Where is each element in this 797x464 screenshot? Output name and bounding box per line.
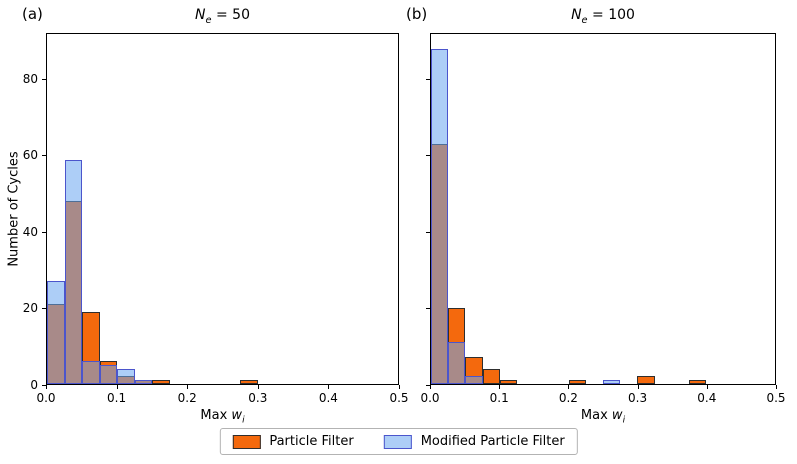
- histogram-bar-modified-particle-filter: [99, 364, 118, 384]
- x-axis-ticks-a: 0.0 0.1 0.2 0.3 0.4 0.5: [36, 385, 409, 409]
- panel-label-a: (a): [22, 5, 43, 23]
- x-tick-mark: [776, 385, 777, 389]
- x-axis-label-a: Max wi: [46, 408, 399, 426]
- histogram-bar-particle-filter: [568, 380, 586, 384]
- y-tick-mark: [426, 385, 430, 386]
- x-tick-mark: [399, 385, 400, 389]
- panel-b: (b) Ne = 100 0.0 0.1 0.2 0.3 0.4 0.5 Max wi: [406, 5, 786, 426]
- y-tick-label: 20: [22, 301, 38, 316]
- histogram-bar-modified-particle-filter: [117, 368, 135, 384]
- x-tick-mark: [46, 385, 47, 389]
- legend-swatch-modified-particle-filter: [383, 434, 412, 449]
- x-label-variable: w: [231, 408, 243, 423]
- x-label-subscript: i: [242, 415, 245, 426]
- y-tick-mark: [42, 155, 46, 157]
- x-label-subscript: i: [622, 415, 626, 426]
- x-tick-label: 0.0: [420, 391, 440, 405]
- histogram-bar-particle-filter: [499, 380, 517, 384]
- histogram-bar-particle-filter: [637, 376, 655, 384]
- x-tick-label: 0.5: [766, 391, 786, 405]
- x-tick-label: 0.5: [389, 391, 409, 405]
- y-tick-label: 40: [22, 224, 38, 239]
- y-axis-ticks-a: 0 20 40 60 80: [12, 33, 46, 392]
- y-tick-mark: [426, 155, 430, 157]
- x-label-text: Max: [580, 408, 608, 423]
- legend-swatch-particle-filter: [232, 434, 261, 449]
- histogram-bar-particle-filter: [152, 380, 170, 384]
- y-tick-mark: [426, 308, 430, 310]
- y-tick-mark: [426, 78, 430, 80]
- legend-item-modified-particle-filter: Modified Particle Filter: [383, 434, 565, 449]
- y-tick-label: 80: [22, 71, 38, 86]
- x-axis-ticks-b: 0.0 0.1 0.2 0.3 0.4 0.5: [420, 385, 786, 409]
- y-tick-label: 0: [30, 378, 38, 392]
- x-tick-label: 0.3: [248, 391, 268, 405]
- y-tick-mark: [42, 308, 46, 310]
- histogram-bar-modified-particle-filter: [64, 159, 83, 384]
- panel-label-b: (b): [406, 5, 428, 23]
- x-tick-label: 0.2: [177, 391, 197, 405]
- legend-item-particle-filter: Particle Filter: [232, 434, 354, 449]
- x-tick-mark: [257, 385, 259, 389]
- x-tick-label: 0.2: [558, 391, 578, 405]
- y-tick-mark: [426, 231, 430, 233]
- x-tick-label: 0.0: [36, 391, 56, 405]
- x-tick-label: 0.4: [697, 391, 717, 405]
- x-label-variable: w: [611, 408, 623, 423]
- histogram-bar-modified-particle-filter: [134, 380, 153, 384]
- x-tick-mark: [328, 385, 330, 389]
- x-tick-label: 0.4: [318, 391, 338, 405]
- histogram-bar-particle-filter: [240, 380, 258, 384]
- title-subscript: e: [205, 15, 212, 26]
- legend-label-particle-filter: Particle Filter: [269, 434, 354, 449]
- x-label-text: Max: [200, 408, 228, 423]
- y-tick-mark: [42, 231, 46, 233]
- legend: Particle Filter Modified Particle Filter: [219, 428, 578, 455]
- legend-label-modified-particle-filter: Modified Particle Filter: [420, 434, 565, 449]
- histogram-bar-particle-filter: [482, 368, 500, 384]
- x-tick-mark: [568, 385, 570, 389]
- y-tick-mark: [42, 78, 46, 80]
- plot-area-a: [46, 33, 399, 385]
- title-rest: = 50: [211, 7, 250, 24]
- title-variable: N: [571, 7, 582, 24]
- x-tick-label: 0.3: [628, 391, 648, 405]
- title-variable: N: [195, 7, 206, 24]
- x-tick-label: 0.1: [107, 391, 127, 405]
- histogram-bar-particle-filter: [689, 380, 707, 384]
- x-tick-label: 0.1: [489, 391, 509, 405]
- title-rest: = 100: [587, 7, 635, 24]
- histogram-bar-modified-particle-filter: [465, 376, 483, 384]
- histogram-bar-modified-particle-filter: [431, 49, 449, 384]
- x-tick-mark: [499, 385, 501, 389]
- x-tick-mark: [116, 385, 118, 389]
- x-tick-mark: [187, 385, 189, 389]
- panel-a: (a) Ne = 50 0 20 40 60 80 0.0 0.1 0.2 0.3 0.4 0.5…: [22, 5, 409, 426]
- histogram-bar-modified-particle-filter: [47, 281, 65, 384]
- histogram-bar-modified-particle-filter: [82, 361, 100, 384]
- y-tick-mark: [42, 385, 46, 386]
- y-axis-ticks-b: [396, 33, 430, 386]
- panel-title-b: Ne = 100: [430, 7, 776, 26]
- x-tick-mark: [430, 385, 431, 389]
- title-subscript: e: [581, 15, 588, 26]
- histogram-bar-modified-particle-filter: [448, 342, 466, 384]
- y-tick-label: 60: [22, 148, 38, 163]
- x-tick-mark: [637, 385, 639, 389]
- histogram-bar-modified-particle-filter: [603, 380, 621, 384]
- x-tick-mark: [706, 385, 708, 389]
- x-axis-label-b: Max wi: [430, 408, 776, 426]
- plot-area-b: [430, 33, 776, 385]
- panel-title-a: Ne = 50: [46, 7, 399, 26]
